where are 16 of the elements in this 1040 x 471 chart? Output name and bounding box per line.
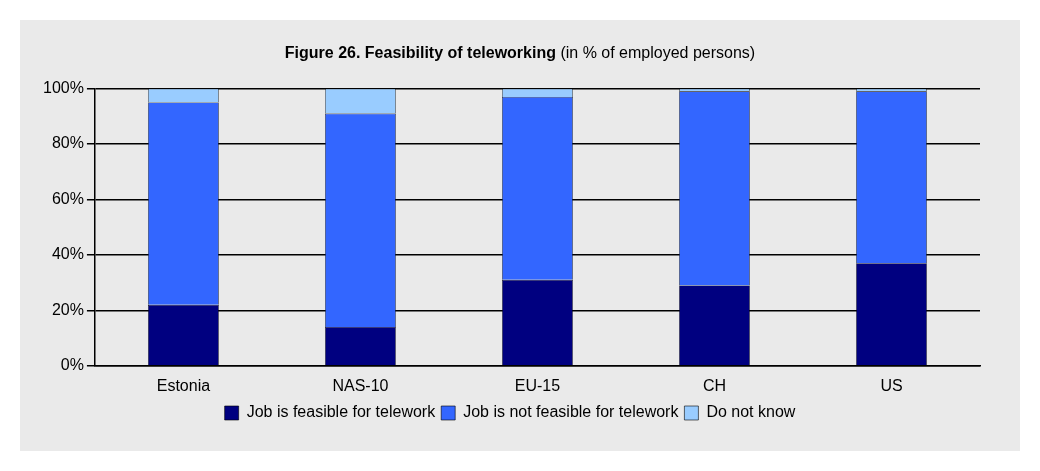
y-tick-label: 100%: [43, 79, 84, 97]
y-tick-label: 40%: [51, 245, 84, 263]
x-tick-label: EU-15: [514, 376, 561, 394]
x-tick-label: Estonia: [156, 376, 211, 394]
legend-label: Job is feasible for telework: [246, 403, 437, 421]
y-tick-label: 60%: [51, 189, 84, 207]
chart-title: Figure 26. Feasibility of teleworking: [284, 44, 556, 61]
y-tick-label: 80%: [51, 134, 84, 152]
legend-label: Job is not feasible for telework: [463, 403, 680, 421]
x-tick-label: CH: [702, 376, 727, 394]
x-tick-label: US: [880, 376, 903, 394]
y-tick-label: 0%: [60, 356, 84, 374]
x-tick-label: NAS-10: [332, 376, 389, 394]
y-tick-label: 20%: [51, 300, 84, 318]
legend-label: Do not know: [706, 403, 796, 421]
chart-subtitle: (in % of employed persons): [560, 44, 756, 61]
